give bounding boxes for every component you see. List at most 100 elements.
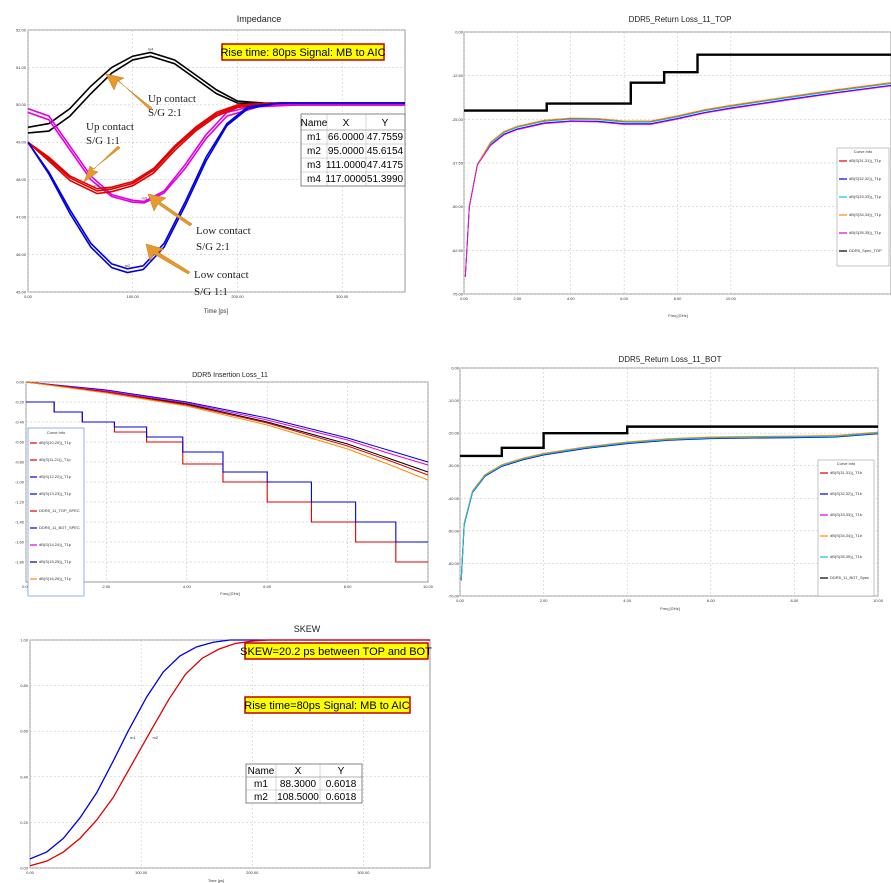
y-tick-label: 48.00 <box>16 177 27 182</box>
x-tick-label: 0.00 <box>22 584 31 589</box>
y-tick-label: -40.00 <box>448 496 460 501</box>
y-tick-label: 49.00 <box>16 140 27 145</box>
impedance-chart: Impedance 45.00 46.00 47.00 48.00 49.00 50.00… <box>16 14 406 315</box>
series-line <box>29 639 430 867</box>
y-tick-label: -20.00 <box>448 431 460 436</box>
legend-box <box>836 147 890 267</box>
arrow-icon <box>145 243 191 275</box>
annotation-text: Low contact <box>196 225 251 237</box>
legend-title: Curve Info <box>837 461 856 466</box>
table-cell: 0.6018 <box>326 779 357 790</box>
return-loss-top-chart: DDR5_Return Loss_11_TOP 0.00 -12.50 -25.00… <box>452 15 891 318</box>
legend-box <box>817 459 875 597</box>
spec-limit-line <box>464 53 891 112</box>
marker-label: m3 <box>141 196 147 201</box>
y-tick-label: 0.00 <box>455 30 464 35</box>
series-line <box>29 639 430 860</box>
x-tick-label: 10.00 <box>873 598 884 603</box>
arrow-icon <box>83 145 121 183</box>
y-tick-label: 0.20 <box>20 820 29 825</box>
y-tick-label: -25.00 <box>452 117 464 122</box>
legend-item: dB(S(35,35))_T1b <box>830 554 863 559</box>
marker-label: m1 <box>94 183 100 188</box>
y-tick-label: 1.00 <box>20 638 29 643</box>
x-tick-label: 4.00 <box>183 584 192 589</box>
legend-box <box>27 427 85 597</box>
series-line <box>27 102 405 274</box>
x-tick-label: 100.00 <box>127 294 140 299</box>
legend-item: DDR5_11_BOT_SPEC <box>39 525 80 530</box>
info-box-text: Rise time: 80ps Signal: MB to AIC <box>220 47 385 59</box>
table-cell: 0.6018 <box>326 792 357 803</box>
series-line <box>464 82 891 277</box>
series-line <box>25 381 429 466</box>
impedance-chart-panel: Impedance 45.00 46.00 47.00 48.00 49.00 50.00… <box>0 8 428 330</box>
y-tick-label: 46.00 <box>16 252 27 257</box>
y-tick-label: -37.50 <box>452 161 464 166</box>
series-line <box>460 432 879 580</box>
x-axis-label: Time [ps] <box>204 309 229 315</box>
legend-item: DDR5_11_BOT_Spec <box>830 575 869 580</box>
annotation-text: S/G 1:1 <box>86 135 120 147</box>
y-tick-label: 45.00 <box>16 289 27 294</box>
annotation-arrows <box>83 73 193 275</box>
x-tick-label: 6.00 <box>707 598 716 603</box>
legend-item: dB(S(33,33))_T1b <box>830 512 863 517</box>
table-cell: 66.0000 <box>328 132 365 143</box>
y-tick-label: -50.00 <box>448 528 460 533</box>
table-cell: m2 <box>307 146 321 157</box>
table-cell: 51.3990 <box>367 174 404 185</box>
x-tick-label: 0.00 <box>24 294 33 299</box>
y-tick-label: -10.00 <box>448 398 460 403</box>
legend-item: DDR5_Spec_TOP <box>849 248 882 253</box>
y-tick-label: -1.80 <box>15 560 25 565</box>
x-tick-label: 8.00 <box>674 296 683 301</box>
x-tick-label: 0.00 <box>26 870 35 875</box>
y-tick-label: -1.60 <box>15 540 25 545</box>
series-line <box>25 381 429 476</box>
table-header-y: Y <box>338 766 345 777</box>
y-tick-label: -30.00 <box>448 463 460 468</box>
insertion-loss-chart-panel: DDR5 Insertion Loss_11 0.00 -0.20 -0.40 -0.… <box>4 368 433 604</box>
chart-title: DDR5 Insertion Loss_11 <box>192 372 268 379</box>
chart-title: SKEW <box>294 624 321 634</box>
table-cell: m1 <box>307 132 321 143</box>
marker-table: Name X Y m1 88.3000 0.6018 m2 108.5000 0… <box>245 763 363 804</box>
annotation-text: S/G 1:1 <box>194 286 228 298</box>
y-tick-label: -1.00 <box>15 480 25 485</box>
y-tick-label: -1.40 <box>15 520 25 525</box>
legend-item: dB(S(31,31))_T1b <box>830 470 863 475</box>
annotation-text: S/G 2:1 <box>196 241 230 253</box>
plot-area <box>29 639 431 869</box>
info-box <box>221 43 385 61</box>
x-tick-label: 6.00 <box>620 296 629 301</box>
x-tick-label: 6.00 <box>263 584 272 589</box>
legend-item: dB(S(33,33))_T1p <box>849 194 882 199</box>
spec-bot-line <box>26 401 428 543</box>
skew-chart: SKEW 0.00 0.20 0.40 0.60 0.80 1.00 0.00 100.00… <box>20 624 432 883</box>
legend-item: DDR5_11_TOP_SPEC <box>39 508 80 513</box>
table-cell: m4 <box>307 174 321 185</box>
x-tick-label: 300.00 <box>357 870 370 875</box>
table-header-name: Name <box>248 766 275 777</box>
x-tick-label: 0.00 <box>456 598 465 603</box>
y-tick-label: 0.80 <box>20 683 29 688</box>
table-header-x: X <box>343 118 350 129</box>
y-tick-label: -75.00 <box>452 292 464 297</box>
y-tick-label: -0.80 <box>15 460 25 465</box>
y-tick-label: 52.00 <box>16 27 27 32</box>
x-axis-label: Freq [GHz] <box>220 591 240 596</box>
table-cell: 47.4175 <box>367 160 404 171</box>
legend-item: dB(S(11,21))_T1p <box>39 457 71 462</box>
x-tick-label: 100.00 <box>135 870 148 875</box>
x-tick-label: 10.00 <box>423 584 433 589</box>
x-tick-label: 4.00 <box>623 598 632 603</box>
series-line <box>460 431 879 579</box>
y-tick-label: 50.00 <box>16 102 27 107</box>
series-line <box>25 381 429 481</box>
chart-title: DDR5_Return Loss_11_TOP <box>629 15 732 24</box>
table-header-x: X <box>295 766 302 777</box>
x-tick-label: 0.00 <box>460 296 469 301</box>
x-tick-label: 200.00 <box>246 870 259 875</box>
table-cell: 108.5000 <box>277 792 319 803</box>
